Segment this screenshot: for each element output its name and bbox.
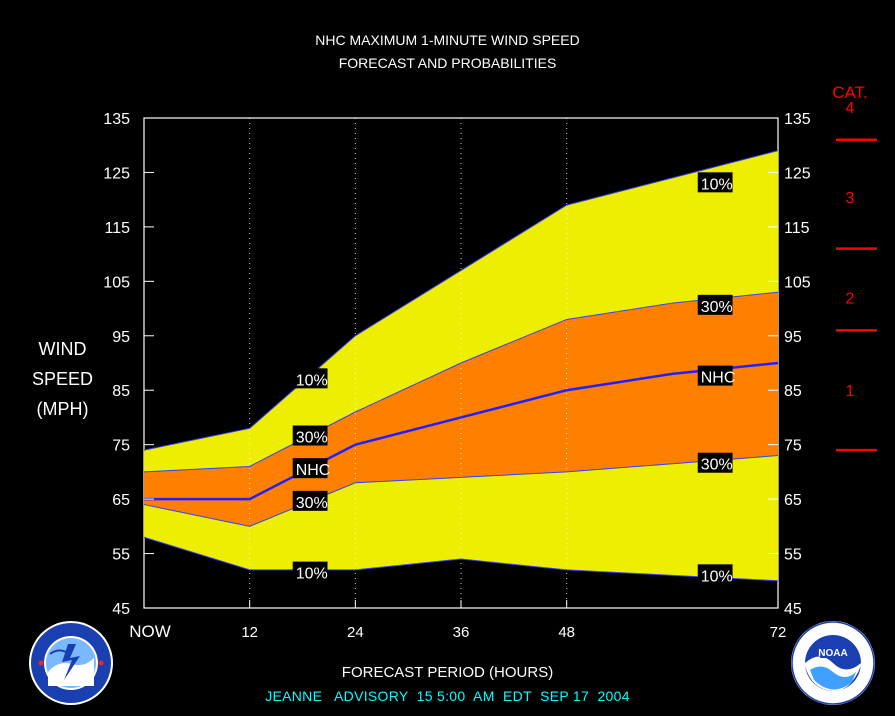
series-label-bg-9: [697, 564, 733, 585]
series-label-7: NHC: [701, 370, 736, 387]
series-label-9: 10%: [701, 568, 733, 585]
line-nhc-forecast: [144, 361, 779, 501]
xtick-label-36: 36: [453, 624, 470, 641]
series-label-bg-7: [697, 365, 733, 386]
ytick-label-right-85: 85: [784, 383, 802, 400]
ytick-label-left-95: 95: [112, 329, 130, 346]
series-label-3: 30%: [296, 495, 328, 512]
ytick-label-right-65: 65: [784, 492, 802, 509]
xtick-label-48: 48: [558, 624, 575, 641]
xtick-label-24: 24: [347, 624, 364, 641]
category-axis-title: CAT.: [832, 83, 868, 102]
series-label-bg-4: [292, 561, 328, 582]
ytick-label-left-85: 85: [112, 383, 130, 400]
noaa-logo-text: NOAA: [818, 648, 847, 659]
series-label-4: 10%: [296, 566, 328, 583]
series-label-bg-8: [697, 452, 733, 473]
ytick-label-left-75: 75: [112, 438, 130, 455]
ytick-label-right-55: 55: [784, 547, 802, 564]
series-label-bg-6: [697, 294, 733, 315]
series-label-bg-2: [292, 458, 328, 479]
noaa-logo-icon: NOAA: [791, 621, 875, 705]
ytick-label-left-55: 55: [112, 547, 130, 564]
ytick-label-left-115: 115: [104, 220, 130, 237]
chart-title-line1: NHC MAXIMUM 1-MINUTE WIND SPEED: [315, 32, 580, 48]
series-label-2: NHC: [296, 462, 331, 479]
xtick-label-72: 72: [770, 624, 787, 641]
ytick-label-right-115: 115: [784, 220, 810, 237]
ytick-label-right-95: 95: [784, 329, 802, 346]
line-upper-10pct: [143, 150, 779, 451]
x-axis-title: FORECAST PERIOD (HOURS): [341, 664, 554, 681]
ytick-label-right-125: 125: [784, 165, 811, 182]
advisory-footer: JEANNE ADVISORY 15 5:00 AM EDT SEP 17 20…: [265, 688, 630, 704]
series-label-1: 30%: [296, 430, 328, 447]
ytick-label-left-125: 125: [103, 165, 130, 182]
line-lower-30pct: [143, 455, 779, 527]
category-label-3: 3: [846, 190, 855, 207]
y-axis-label-mph: (MPH): [36, 399, 89, 419]
xtick-label-12: 12: [241, 624, 258, 641]
nws-logo-icon: [29, 621, 113, 705]
series-label-6: 30%: [701, 299, 733, 316]
y-axis-label-wind: WIND: [38, 339, 87, 359]
ytick-label-left-65: 65: [112, 492, 130, 509]
series-label-5: 10%: [701, 176, 733, 193]
category-label-4: 4: [846, 100, 855, 117]
series-label-0: 10%: [296, 372, 328, 389]
series-label-bg-5: [697, 172, 733, 193]
y-axis-label-speed: SPEED: [31, 369, 94, 389]
category-label-2: 2: [846, 291, 855, 308]
series-label-bg-0: [292, 368, 328, 389]
ytick-label-left-135: 135: [103, 111, 130, 128]
series-label-bg-1: [292, 425, 328, 446]
line-upper-30pct: [143, 291, 779, 473]
ytick-label-left-105: 105: [103, 274, 130, 291]
category-label-1: 1: [846, 383, 855, 400]
series-label-8: 30%: [701, 457, 733, 474]
ytick-label-left-45: 45: [112, 601, 130, 618]
series-label-bg-3: [292, 490, 328, 511]
ytick-label-right-45: 45: [784, 601, 802, 618]
chart-title-line2: FORECAST AND PROBABILITIES: [338, 55, 557, 71]
ytick-label-right-75: 75: [784, 438, 802, 455]
xtick-label-NOW: NOW: [129, 622, 171, 641]
line-lower-10pct: [143, 536, 779, 582]
ytick-label-right-105: 105: [784, 274, 811, 291]
ytick-label-right-135: 135: [784, 111, 811, 128]
